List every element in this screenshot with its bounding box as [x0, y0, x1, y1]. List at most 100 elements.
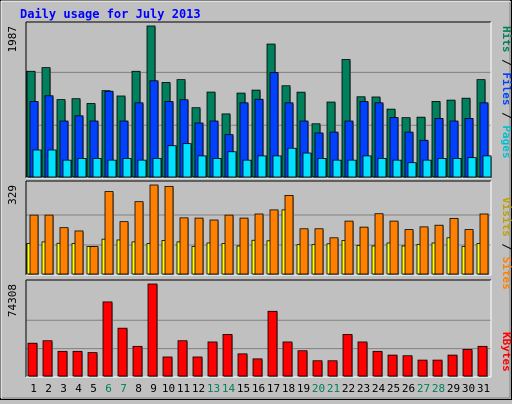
x-tick-label: 19: [297, 382, 310, 395]
legend-entry: Pages: [500, 125, 512, 158]
kbytes-bar: [27, 342, 38, 377]
pages-bar: [92, 158, 102, 178]
visits-bar: [329, 237, 339, 275]
pages-bar: [407, 162, 417, 178]
x-tick-label: 11: [177, 382, 190, 395]
pages-bar: [227, 151, 237, 178]
x-tick-label: 29: [447, 382, 460, 395]
kbytes-bar: [342, 334, 353, 377]
pages-bar: [212, 158, 222, 178]
kbytes-bar: [327, 360, 338, 377]
visits-bar: [59, 227, 69, 275]
visits-bar: [239, 217, 249, 275]
x-tick-label: 20: [312, 382, 325, 395]
visits-bar: [119, 221, 129, 275]
kbytes-bar: [402, 355, 413, 377]
visits-bar: [404, 229, 414, 275]
y-max-label: 1987: [6, 26, 19, 53]
pages-bar: [452, 158, 462, 178]
pages-bar: [422, 159, 432, 178]
x-tick-label: 30: [462, 382, 475, 395]
pages-bar: [47, 149, 57, 178]
pages-bar: [317, 158, 327, 178]
visits-bar: [284, 194, 294, 275]
legend-entry: Hits: [500, 26, 512, 53]
x-tick-label: 5: [90, 382, 97, 395]
x-tick-label: 21: [327, 382, 340, 395]
kbytes-bar: [477, 345, 488, 377]
x-tick-label: 16: [252, 382, 265, 395]
x-tick-label: 7: [120, 382, 127, 395]
visits-bar: [44, 214, 54, 275]
legend-entry: Visits: [500, 197, 512, 237]
kbytes-bar: [282, 341, 293, 377]
visits-bar: [479, 213, 489, 275]
visits-bar: [434, 224, 444, 275]
pages-bar: [32, 149, 42, 178]
bottom-legend: KBytes: [500, 332, 512, 372]
x-axis-labels: 1 2 3 4 5 6 7 8 9 10 11 12 13 14 15 16 17 18 19 20 21 22 23 24 2…: [30, 382, 490, 395]
visits-bar: [344, 220, 354, 275]
pages-bar: [167, 145, 177, 178]
x-tick-label: 10: [162, 382, 175, 395]
kbytes-bar: [72, 350, 83, 377]
middle-legend: Visits / Sites: [500, 197, 512, 290]
visits-bar: [254, 213, 264, 275]
visits-bar: [269, 209, 279, 275]
x-tick-label: 3: [60, 382, 67, 395]
y-max-label: 74308: [6, 284, 19, 317]
kbytes-bar: [42, 340, 53, 377]
x-tick-label: 9: [150, 382, 157, 395]
pages-bar: [137, 159, 147, 178]
kbytes-bar: [207, 341, 218, 377]
kbytes-bar: [372, 350, 383, 377]
visits-bar: [374, 213, 384, 275]
pages-bar: [107, 159, 117, 178]
legend-entry: /: [500, 237, 512, 257]
pages-bar: [272, 155, 282, 178]
x-tick-label: 27: [417, 382, 430, 395]
x-tick-label: 12: [192, 382, 205, 395]
pages-bar: [122, 158, 132, 178]
visits-bar: [389, 220, 399, 275]
visits-bar: [104, 191, 114, 275]
x-tick-label: 26: [402, 382, 415, 395]
pages-bar: [152, 158, 162, 178]
x-tick-label: 23: [357, 382, 370, 395]
y-max-label: 329: [6, 185, 19, 205]
kbytes-bar: [297, 350, 308, 377]
kbytes-bar: [177, 340, 188, 377]
kbytes-bar: [87, 352, 98, 377]
kbytes-bar: [147, 283, 158, 377]
kbytes-bar: [237, 353, 248, 377]
x-tick-label: 28: [432, 382, 445, 395]
x-tick-label: 4: [75, 382, 82, 395]
chart-panels: 1987 Hits / Files / Pages 329 Visits / Site…: [6, 21, 512, 378]
legend-entry: /: [500, 53, 512, 73]
visits-bar: [314, 228, 324, 275]
x-tick-label: 25: [387, 382, 400, 395]
kbytes-bar: [447, 354, 458, 377]
kbytes-bar: [57, 350, 68, 377]
x-tick-label: 22: [342, 382, 355, 395]
pages-bar: [197, 155, 207, 178]
x-tick-label: 8: [135, 382, 142, 395]
pages-bar: [287, 147, 297, 178]
kbytes-bar: [357, 341, 368, 377]
visits-bar: [359, 226, 369, 275]
x-tick-label: 2: [45, 382, 52, 395]
kbytes-bar: [387, 354, 398, 377]
pages-bar: [257, 155, 267, 178]
panel-top: 1987 Hits / Files / Pages: [6, 21, 512, 179]
x-tick-label: 13: [207, 382, 220, 395]
kbytes-bar: [252, 358, 263, 377]
visits-bar: [134, 201, 144, 275]
legend-entry: Files: [500, 72, 512, 105]
kbytes-bar: [117, 327, 128, 377]
visits-bar: [194, 217, 204, 275]
pages-bar: [392, 159, 402, 178]
visits-bar: [449, 217, 459, 275]
visits-bar: [29, 214, 39, 275]
panel-bottom: 74308 KBytes: [6, 279, 512, 378]
